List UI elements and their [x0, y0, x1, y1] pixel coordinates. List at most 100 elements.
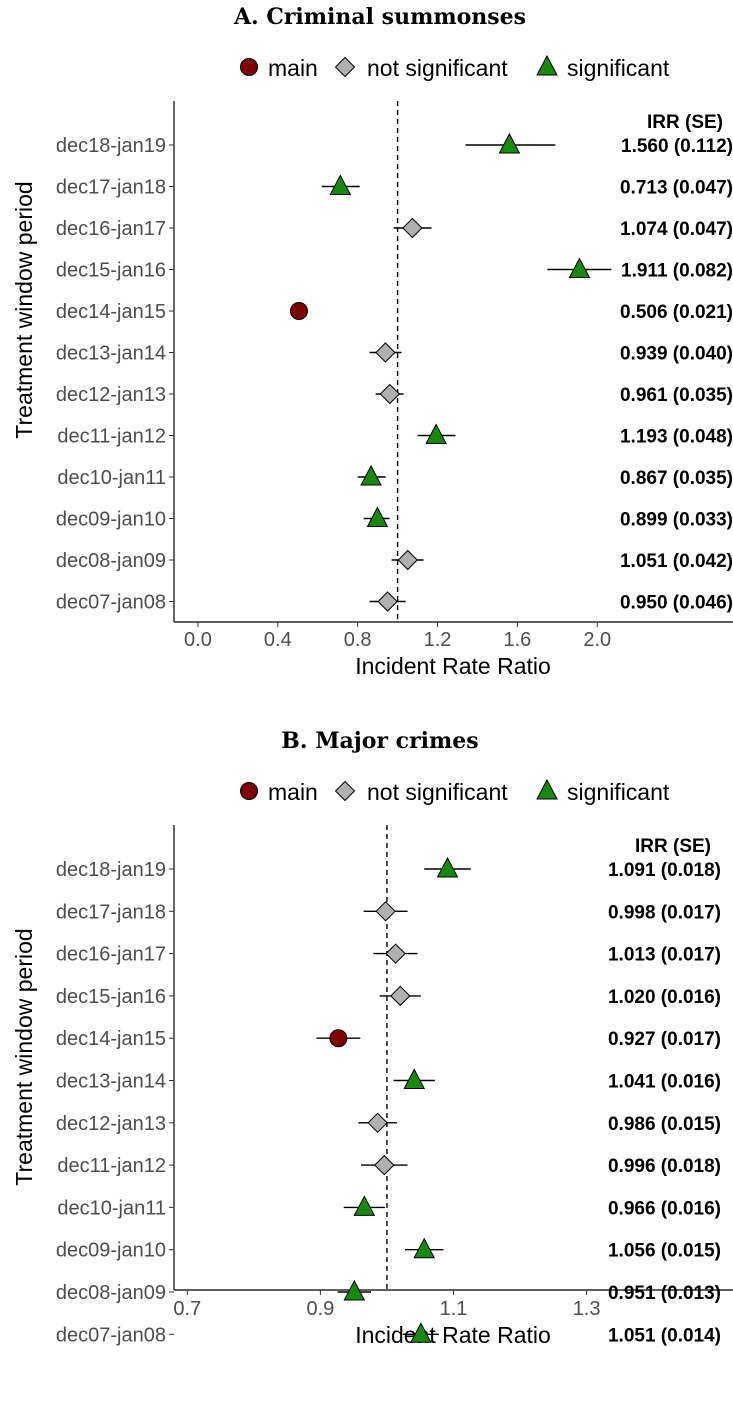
point-sig: [354, 1196, 374, 1215]
point-sig: [499, 134, 519, 153]
legend-label-main: main: [268, 55, 318, 81]
data-row: dec07-jan08 0.950 (0.046): [56, 592, 733, 614]
y-tick-label: dec17-jan18: [56, 177, 166, 199]
x-tick-label: 1.3: [573, 1298, 601, 1320]
point-ns: [375, 1156, 394, 1175]
irr-se-label: 1.013 (0.017): [608, 945, 721, 966]
point-sig: [367, 508, 387, 527]
data-row: dec12-jan13 0.961 (0.035): [56, 384, 733, 406]
point-main: [330, 1030, 347, 1047]
y-tick-label: dec07-jan08: [56, 1324, 166, 1346]
point-ns: [386, 944, 405, 963]
point-sig: [426, 425, 446, 444]
x-tick-label: 1.2: [424, 629, 452, 651]
irr-se-label: 0.996 (0.018): [608, 1156, 721, 1177]
irr-se-label: 0.506 (0.021): [620, 302, 733, 323]
y-tick-label: dec09-jan10: [56, 509, 166, 531]
x-tick-label: 2.0: [583, 629, 611, 651]
y-tick-label: dec12-jan13: [56, 384, 166, 406]
legend-marker-sig: [537, 780, 557, 799]
point-ns: [378, 592, 397, 611]
y-tick-label: dec07-jan08: [56, 592, 166, 614]
legend-label-main: main: [268, 779, 318, 805]
legend-label-ns: not significant: [367, 779, 508, 805]
irr-se-label: 0.939 (0.040): [620, 344, 733, 365]
legend-label-sig: significant: [567, 779, 670, 805]
x-tick-label: 0.0: [184, 629, 212, 651]
y-tick-label: dec08-jan09: [56, 550, 166, 572]
x-tick-label: 1.6: [503, 629, 531, 651]
irr-se-label: 1.091 (0.018): [608, 860, 721, 881]
data-row: dec18-jan19 1.091 (0.018): [56, 858, 721, 881]
point-ns: [376, 343, 395, 362]
data-row: dec08-jan09 1.051 (0.042): [56, 550, 733, 572]
data-row: dec14-jan15 0.927 (0.017): [56, 1028, 721, 1050]
y-tick-label: dec10-jan11: [57, 1197, 166, 1219]
y-tick-label: dec14-jan15: [56, 1028, 166, 1050]
data-row: dec16-jan17 1.074 (0.047): [56, 218, 733, 240]
point-ns: [403, 219, 422, 238]
data-row: dec18-jan19 1.560 (0.112): [56, 134, 733, 157]
x-tick-label: 0.8: [344, 629, 372, 651]
y-tick-label: dec08-jan09: [56, 1282, 166, 1304]
legend-marker-ns: [336, 782, 355, 801]
y-tick-label: dec18-jan19: [56, 859, 166, 881]
y-tick-label: dec10-jan11: [57, 467, 166, 489]
x-tick-label: 0.4: [264, 629, 292, 651]
point-sig: [569, 259, 589, 278]
x-tick-label: 0.7: [173, 1298, 201, 1320]
x-axis-title: Incident Rate Ratio: [355, 1322, 551, 1348]
data-row: dec08-jan09 0.951 (0.013): [56, 1281, 721, 1304]
point-ns: [376, 902, 395, 921]
irr-se-label: 1.051 (0.014): [608, 1325, 721, 1346]
data-row: dec15-jan16 1.911 (0.082): [56, 259, 733, 282]
irr-se-label: 1.074 (0.047): [620, 219, 733, 240]
y-tick-label: dec15-jan16: [56, 260, 166, 282]
point-sig: [404, 1070, 424, 1089]
y-tick-label: dec14-jan15: [56, 301, 166, 323]
irr-se-label: 0.867 (0.035): [620, 468, 733, 489]
irr-se-label: 0.713 (0.047): [620, 178, 733, 199]
data-row: dec10-jan11 0.966 (0.016): [57, 1196, 721, 1219]
panel-b: B. Major crimes main not significant signif…: [11, 728, 733, 1348]
irr-se-label: 1.056 (0.015): [608, 1241, 721, 1262]
data-row: dec09-jan10 0.899 (0.033): [56, 508, 733, 531]
data-row: dec13-jan14 0.939 (0.040): [56, 343, 733, 365]
y-tick-label: dec09-jan10: [56, 1240, 166, 1262]
legend-marker-sig: [537, 56, 557, 75]
legend-marker-main: [241, 59, 258, 76]
point-ns: [398, 551, 417, 570]
irr-se-label: 1.051 (0.042): [620, 551, 733, 572]
panel-title: A. Criminal summonses: [233, 4, 526, 30]
irr-se-label: 0.998 (0.017): [608, 902, 721, 923]
legend-label-ns: not significant: [367, 55, 508, 81]
irr-se-label: 0.961 (0.035): [620, 385, 733, 406]
y-tick-label: dec11-jan12: [57, 426, 166, 448]
legend-marker-ns: [336, 58, 355, 77]
data-row: dec14-jan15 0.506 (0.021): [56, 301, 733, 323]
point-sig: [361, 466, 381, 485]
annotation-header: IRR (SE): [647, 112, 723, 133]
irr-se-label: 1.560 (0.112): [621, 136, 733, 157]
irr-se-label: 0.950 (0.046): [620, 593, 733, 614]
irr-se-label: 0.927 (0.017): [608, 1029, 721, 1050]
y-tick-label: dec18-jan19: [56, 135, 166, 157]
y-tick-label: dec16-jan17: [56, 218, 166, 240]
point-ns: [380, 385, 399, 404]
annotation-header: IRR (SE): [635, 836, 711, 857]
irr-se-label: 0.951 (0.013): [608, 1283, 721, 1304]
y-axis-title: Treatment window period: [11, 928, 37, 1185]
data-row: dec11-jan12 1.193 (0.048): [57, 425, 733, 448]
irr-se-label: 1.193 (0.048): [620, 427, 733, 448]
irr-se-label: 1.911 (0.082): [621, 261, 733, 282]
point-sig: [330, 176, 350, 195]
y-tick-label: dec13-jan14: [56, 1071, 166, 1093]
legend: main not significant significant: [241, 55, 670, 81]
data-row: dec15-jan16 1.020 (0.016): [56, 986, 721, 1008]
y-tick-label: dec15-jan16: [56, 986, 166, 1008]
data-row: dec17-jan18 0.713 (0.047): [56, 176, 733, 199]
data-row: dec12-jan13 0.986 (0.015): [56, 1113, 721, 1135]
x-tick-label: 1.1: [440, 1298, 468, 1320]
point-sig: [414, 1239, 434, 1258]
